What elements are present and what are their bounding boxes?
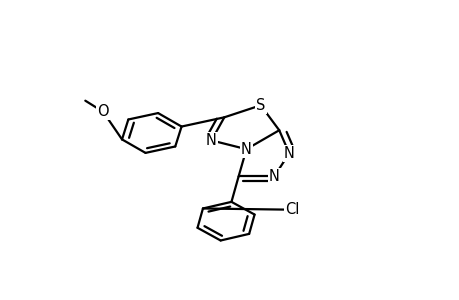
Text: N: N [268, 169, 279, 184]
Text: S: S [256, 98, 265, 113]
Text: Cl: Cl [285, 202, 299, 217]
Text: N: N [206, 133, 217, 148]
Text: O: O [97, 104, 109, 119]
Text: N: N [283, 146, 294, 161]
Text: N: N [241, 142, 252, 157]
